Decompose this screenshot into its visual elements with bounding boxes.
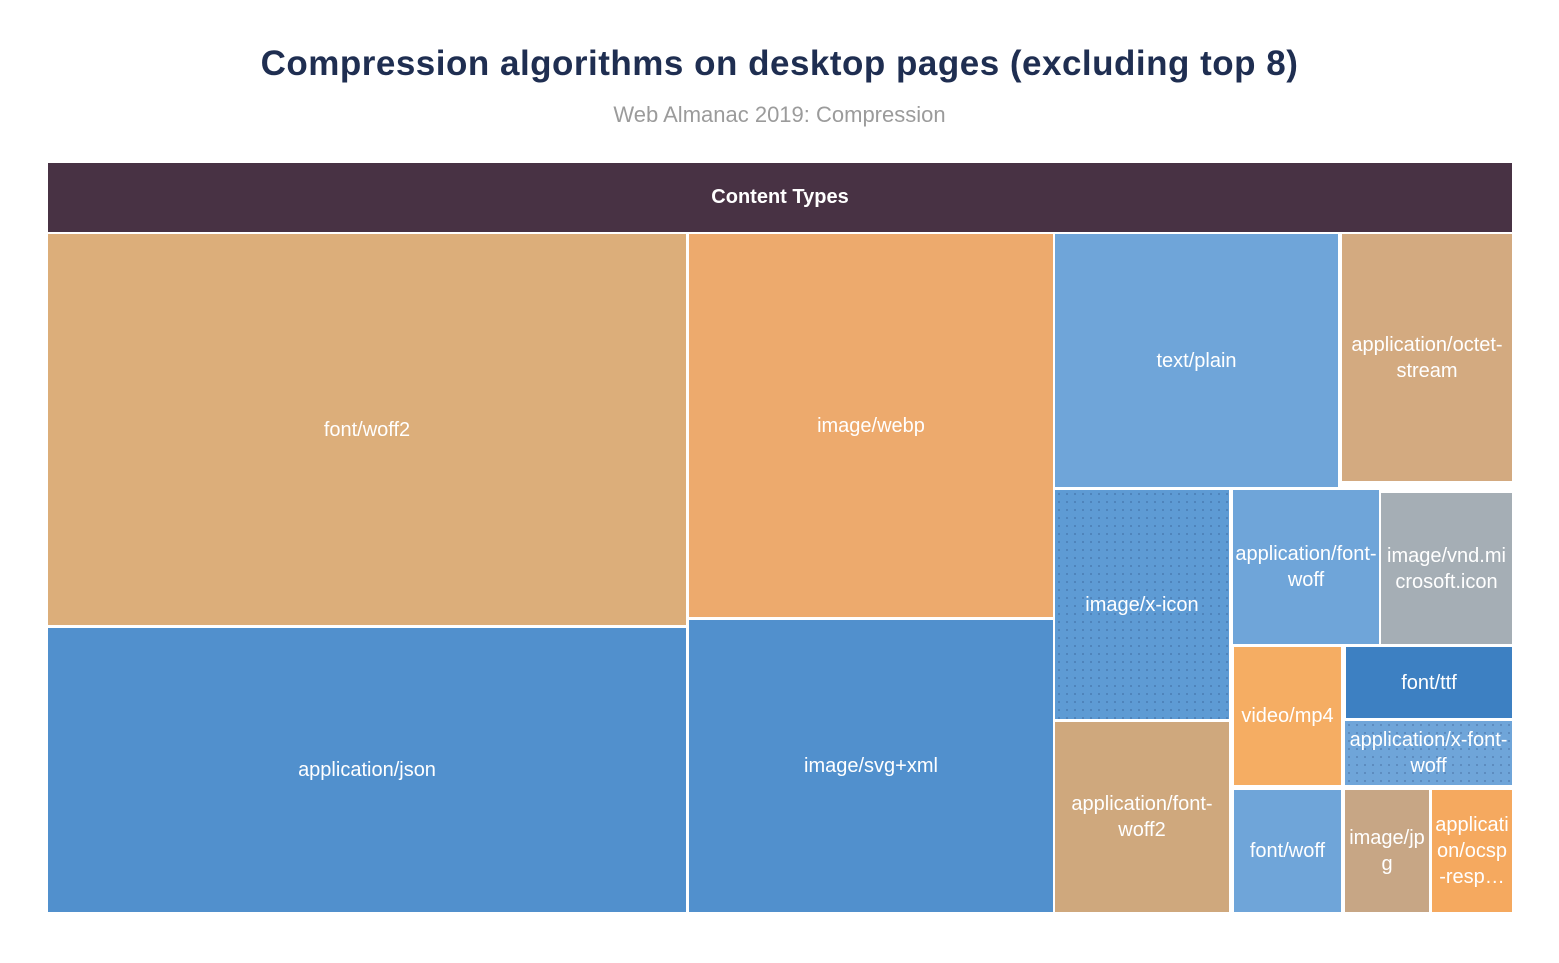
- treemap-cell-font-woff[interactable]: font/woff: [1234, 790, 1341, 912]
- treemap-cell-label: application/font-woff: [1235, 543, 1377, 591]
- treemap-cell-label: image/jpg: [1349, 827, 1425, 875]
- treemap-cell-application-x-font-woff[interactable]: application/x-font-woff: [1345, 721, 1512, 785]
- treemap-cell-label: application/font-woff2: [1071, 793, 1213, 841]
- treemap-cell-label: video/mp4: [1241, 705, 1334, 727]
- treemap-cell-label: font/ttf: [1401, 671, 1457, 694]
- treemap: Content Types font/woff2 image/webp applic…: [48, 163, 1512, 913]
- treemap-cell-label: image/svg+xml: [804, 755, 938, 777]
- treemap-cell-font-woff2[interactable]: font/woff2: [48, 234, 686, 625]
- treemap-cell-text-plain[interactable]: text/plain: [1055, 234, 1338, 487]
- treemap-group-header[interactable]: Content Types: [48, 163, 1512, 232]
- treemap-cell-application-font-woff2[interactable]: application/font-woff2: [1055, 722, 1229, 912]
- treemap-group-header-label: Content Types: [711, 186, 849, 208]
- treemap-cell-application-font-woff[interactable]: application/font-woff: [1233, 490, 1379, 644]
- treemap-cell-application-octet-stream[interactable]: application/octet-stream: [1342, 234, 1512, 481]
- treemap-cell-image-vnd-microsoft-icon[interactable]: image/vnd.microsoft.icon: [1381, 493, 1512, 644]
- treemap-cell-label: application/json: [298, 759, 436, 781]
- treemap-cell-label: image/webp: [817, 414, 925, 437]
- chart-subtitle: Web Almanac 2019: Compression: [613, 102, 946, 127]
- treemap-cell-label: application/ocsp-resp…: [1435, 814, 1509, 888]
- treemap-cell-application-json[interactable]: application/json: [48, 628, 686, 912]
- treemap-cell-image-jpg[interactable]: image/jpg: [1345, 790, 1429, 912]
- treemap-cell-label: application/x-font-woff: [1349, 729, 1508, 777]
- treemap-cell-image-webp[interactable]: image/webp: [689, 234, 1053, 617]
- chart-title: Compression algorithms on desktop pages …: [260, 44, 1299, 83]
- treemap-cell-image-svg-xml[interactable]: image/svg+xml: [689, 620, 1053, 912]
- treemap-cell-application-ocsp-resp[interactable]: application/ocsp-resp…: [1432, 790, 1512, 912]
- treemap-cell-label: application/octet-stream: [1351, 333, 1503, 382]
- treemap-cell-font-ttf[interactable]: font/ttf: [1346, 647, 1512, 718]
- treemap-cell-label: image/vnd.microsoft.icon: [1387, 544, 1506, 593]
- treemap-cell-label: font/woff2: [323, 418, 411, 441]
- treemap-cell-label: text/plain: [1156, 349, 1237, 372]
- treemap-cell-label: font/woff: [1249, 840, 1326, 862]
- treemap-cell-label: image/x-icon: [1085, 593, 1199, 616]
- treemap-cell-image-x-icon[interactable]: image/x-icon: [1055, 490, 1229, 719]
- treemap-cell-video-mp4[interactable]: video/mp4: [1234, 647, 1341, 785]
